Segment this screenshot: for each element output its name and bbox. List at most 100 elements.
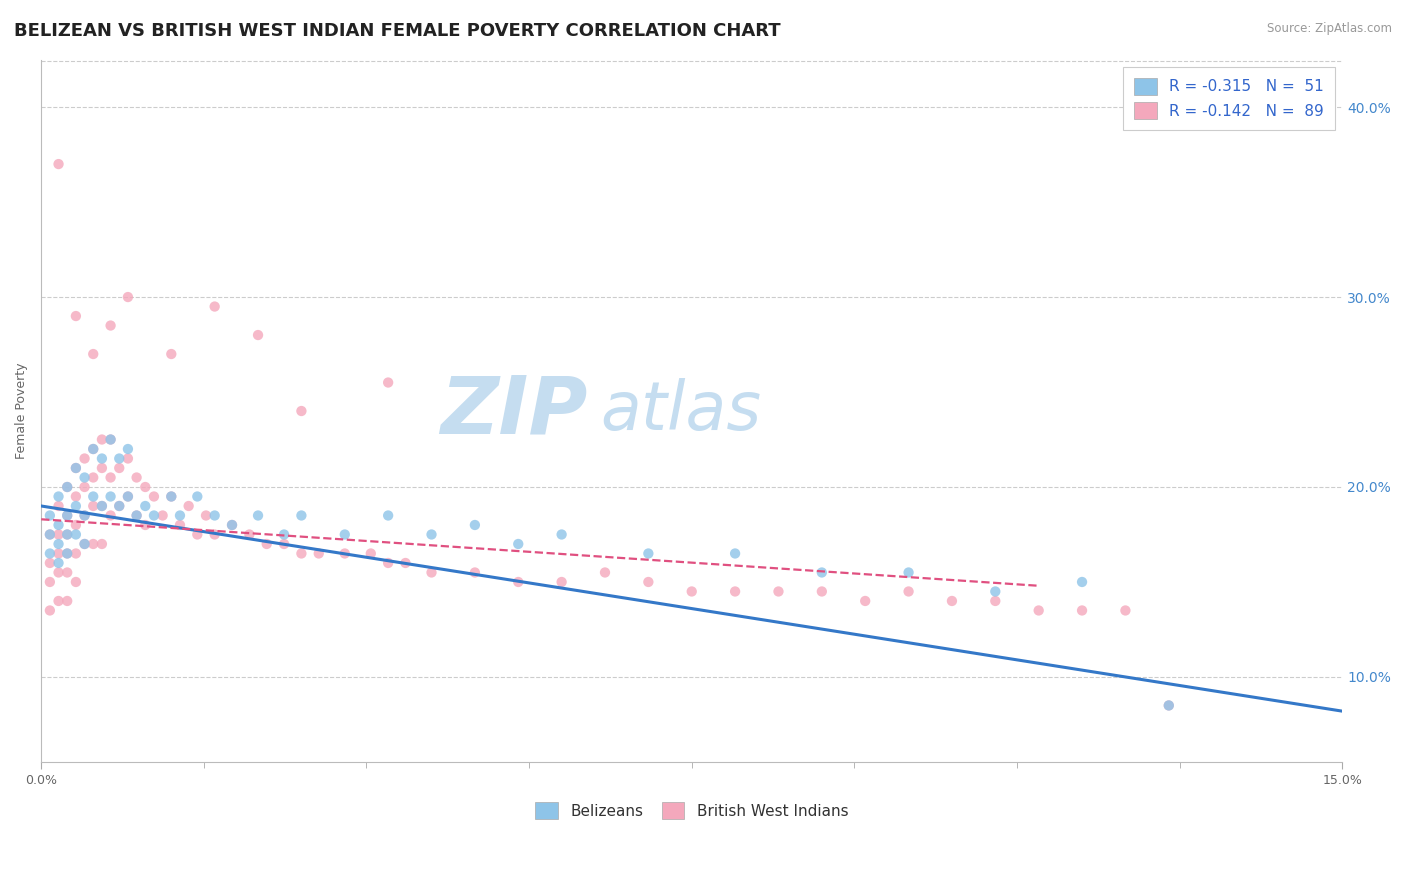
- Point: [90, 451, 112, 466]
- Point: [38, 603, 60, 617]
- Point: [108, 499, 131, 513]
- Point: [38, 574, 60, 589]
- Point: [464, 518, 486, 533]
- Point: [38, 527, 60, 541]
- Point: [100, 433, 122, 447]
- Point: [108, 451, 131, 466]
- Point: [48, 556, 70, 570]
- Point: [56, 594, 79, 608]
- Point: [73, 537, 96, 551]
- Point: [1071, 603, 1094, 617]
- Point: [377, 508, 399, 523]
- Point: [160, 347, 183, 361]
- Point: [204, 508, 226, 523]
- Point: [56, 546, 79, 560]
- Point: [134, 499, 156, 513]
- Point: [38, 556, 60, 570]
- Point: [1157, 698, 1180, 713]
- Point: [125, 508, 148, 523]
- Point: [811, 584, 834, 599]
- Point: [768, 584, 790, 599]
- Point: [125, 508, 148, 523]
- Point: [82, 490, 104, 504]
- Point: [221, 518, 243, 533]
- Point: [82, 442, 104, 456]
- Point: [48, 518, 70, 533]
- Point: [308, 546, 330, 560]
- Y-axis label: Female Poverty: Female Poverty: [15, 363, 28, 459]
- Point: [142, 508, 165, 523]
- Point: [333, 546, 356, 560]
- Point: [897, 566, 920, 580]
- Point: [550, 527, 572, 541]
- Point: [637, 546, 659, 560]
- Point: [56, 480, 79, 494]
- Point: [48, 566, 70, 580]
- Point: [38, 527, 60, 541]
- Point: [90, 537, 112, 551]
- Point: [56, 480, 79, 494]
- Point: [420, 527, 443, 541]
- Point: [169, 518, 191, 533]
- Point: [377, 376, 399, 390]
- Point: [169, 508, 191, 523]
- Point: [73, 508, 96, 523]
- Point: [48, 499, 70, 513]
- Point: [853, 594, 876, 608]
- Point: [177, 499, 200, 513]
- Point: [360, 546, 382, 560]
- Point: [984, 584, 1007, 599]
- Point: [90, 499, 112, 513]
- Point: [82, 537, 104, 551]
- Point: [1114, 603, 1136, 617]
- Point: [65, 461, 87, 475]
- Point: [82, 347, 104, 361]
- Point: [377, 556, 399, 570]
- Point: [464, 566, 486, 580]
- Point: [73, 537, 96, 551]
- Point: [134, 518, 156, 533]
- Point: [238, 527, 260, 541]
- Point: [65, 309, 87, 323]
- Point: [65, 461, 87, 475]
- Point: [73, 508, 96, 523]
- Point: [508, 537, 530, 551]
- Point: [117, 442, 139, 456]
- Point: [724, 546, 747, 560]
- Point: [333, 527, 356, 541]
- Point: [90, 433, 112, 447]
- Point: [100, 490, 122, 504]
- Point: [681, 584, 703, 599]
- Point: [65, 574, 87, 589]
- Point: [65, 499, 87, 513]
- Point: [941, 594, 963, 608]
- Point: [134, 480, 156, 494]
- Point: [204, 527, 226, 541]
- Point: [90, 499, 112, 513]
- Point: [290, 546, 312, 560]
- Point: [100, 318, 122, 333]
- Text: Source: ZipAtlas.com: Source: ZipAtlas.com: [1267, 22, 1392, 36]
- Text: atlas: atlas: [600, 378, 762, 444]
- Legend: Belizeans, British West Indians: Belizeans, British West Indians: [529, 797, 855, 825]
- Point: [48, 527, 70, 541]
- Point: [108, 461, 131, 475]
- Point: [56, 546, 79, 560]
- Point: [56, 527, 79, 541]
- Point: [637, 574, 659, 589]
- Point: [221, 518, 243, 533]
- Point: [100, 508, 122, 523]
- Point: [195, 508, 218, 523]
- Point: [1028, 603, 1050, 617]
- Point: [65, 527, 87, 541]
- Point: [117, 451, 139, 466]
- Point: [1157, 698, 1180, 713]
- Point: [204, 300, 226, 314]
- Point: [273, 527, 295, 541]
- Point: [48, 546, 70, 560]
- Point: [420, 566, 443, 580]
- Point: [256, 537, 278, 551]
- Point: [160, 490, 183, 504]
- Point: [984, 594, 1007, 608]
- Point: [82, 442, 104, 456]
